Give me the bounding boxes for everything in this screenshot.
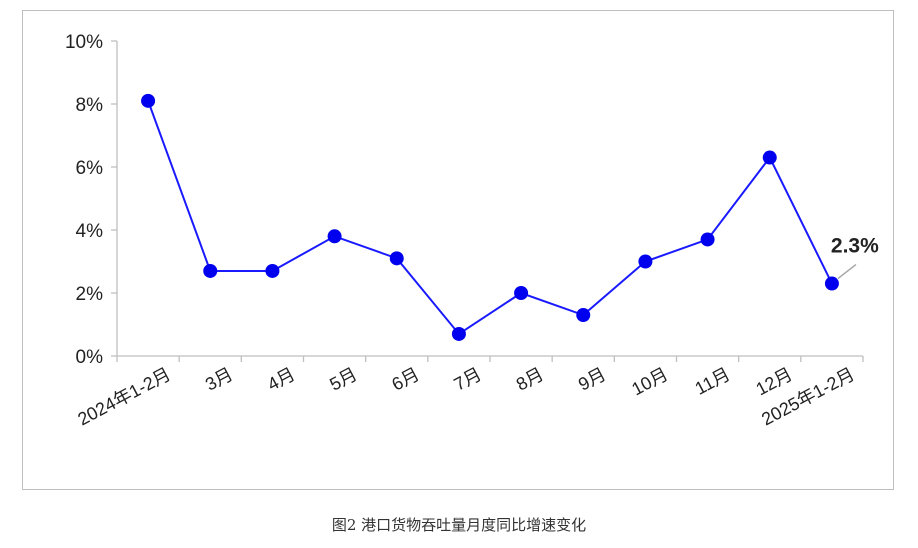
x-tick-label: 4月 xyxy=(264,364,298,395)
data-point xyxy=(638,254,653,269)
data-point xyxy=(451,326,466,341)
x-tick-label: 2024年1-2月 xyxy=(74,364,174,430)
x-tick-label: 11月 xyxy=(692,364,734,399)
x-tick-label: 3月 xyxy=(202,364,236,395)
data-point xyxy=(576,308,591,323)
data-point xyxy=(824,276,839,291)
y-tick-label: 8% xyxy=(76,95,104,116)
data-point xyxy=(514,286,529,300)
y-tick-label: 6% xyxy=(76,158,104,179)
x-tick-label: 9月 xyxy=(575,364,609,395)
labels-layer: 0% 2% 4% 6% 8% 10% 2024年1-2月 3月 4月 5月 6月 7月 8月 9月 10月 1… xyxy=(65,32,879,429)
figure-caption: 图2 港口货物吞吐量月度同比增速变化 xyxy=(331,516,587,534)
chart-frame xyxy=(22,10,894,490)
line-chart: 0% 2% 4% 6% 8% 10% 2024年1-2月 3月 4月 5月 6月 7月 8月 9月 10月 1… xyxy=(65,32,879,429)
data-point xyxy=(762,150,777,165)
y-tick-label: 2% xyxy=(76,284,104,305)
x-tick-label: 10月 xyxy=(628,364,671,400)
x-tick-label: 5月 xyxy=(326,364,360,395)
data-point xyxy=(203,263,218,278)
y-tick-label: 4% xyxy=(76,221,104,242)
axes xyxy=(111,40,864,362)
annotation-label: 2.3% xyxy=(831,235,879,258)
data-point xyxy=(700,232,715,247)
series-line xyxy=(147,100,833,336)
x-tick-label: 6月 xyxy=(389,364,423,395)
data-point xyxy=(389,251,404,266)
data-point xyxy=(265,263,280,278)
x-tick-label: 12月 xyxy=(753,364,796,400)
y-tick-label: 0% xyxy=(76,347,104,368)
data-point xyxy=(327,229,342,244)
x-tick-label: 7月 xyxy=(451,364,485,395)
data-point xyxy=(141,93,156,108)
y-tick-label: 10% xyxy=(65,32,103,53)
x-tick-label: 8月 xyxy=(513,364,547,395)
annotation-leader xyxy=(837,263,857,280)
series-layer xyxy=(141,93,839,341)
